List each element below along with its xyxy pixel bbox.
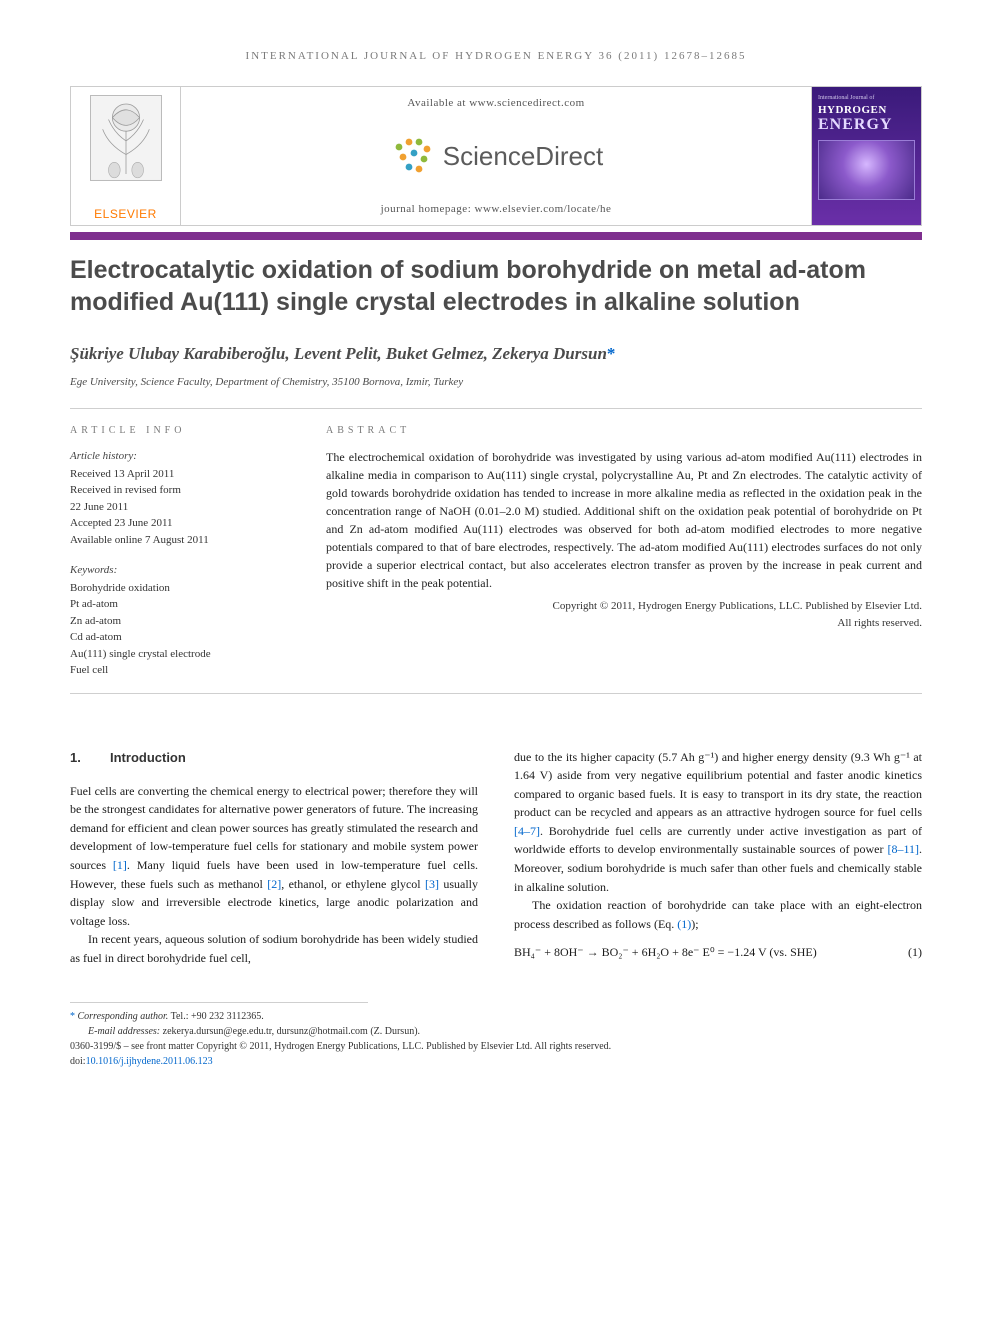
citation-link[interactable]: [4–7]	[514, 824, 540, 838]
article-info-label: ARTICLE INFO	[70, 423, 290, 438]
article-info-column: ARTICLE INFO Article history: Received 1…	[70, 423, 290, 679]
divider	[70, 408, 922, 409]
keyword: Zn ad-atom	[70, 613, 290, 630]
keywords-label: Keywords:	[70, 562, 290, 579]
body-left-column: 1.Introduction Fuel cells are converting…	[70, 748, 478, 968]
corresponding-author-label: Corresponding author.	[78, 1011, 169, 1022]
keyword: Cd ad-atom	[70, 629, 290, 646]
divider	[70, 693, 922, 694]
running-header: INTERNATIONAL JOURNAL OF HYDROGEN ENERGY…	[70, 50, 922, 62]
text-run: due to the its higher capacity (5.7 Ah g…	[514, 750, 922, 820]
text-run: . Borohydride fuel cells are currently u…	[514, 824, 922, 857]
copyright-line-1: Copyright © 2011, Hydrogen Energy Public…	[553, 600, 923, 612]
body-columns: 1.Introduction Fuel cells are converting…	[70, 748, 922, 968]
corresponding-star: *	[607, 344, 616, 363]
section-heading: 1.Introduction	[70, 748, 478, 768]
section-number: 1.	[70, 748, 110, 768]
abstract-text: The electrochemical oxidation of borohyd…	[326, 448, 922, 592]
author-list: Şükriye Ulubay Karabiberoğlu, Levent Pel…	[70, 344, 922, 364]
cover-image	[818, 140, 915, 200]
history-line: Accepted 23 June 2011	[70, 515, 290, 532]
paragraph: Fuel cells are converting the chemical e…	[70, 782, 478, 931]
cover-title-1: HYDROGEN	[818, 104, 915, 116]
paragraph: due to the its higher capacity (5.7 Ah g…	[514, 748, 922, 897]
history-line: 22 June 2011	[70, 499, 290, 516]
text-run: The oxidation reaction of borohydride ca…	[514, 898, 922, 931]
authors-text: Şükriye Ulubay Karabiberoğlu, Levent Pel…	[70, 344, 607, 363]
journal-cover: International Journal of HYDROGEN ENERGY	[811, 87, 921, 225]
corr-tel: Tel.: +90 232 3112365.	[168, 1011, 264, 1022]
sciencedirect-logo: ScienceDirect	[389, 133, 603, 179]
issn-line: 0360-3199/$ – see front matter Copyright…	[70, 1039, 922, 1054]
doi-link[interactable]: 10.1016/j.ijhydene.2011.06.123	[86, 1056, 213, 1067]
affiliation: Ege University, Science Faculty, Departm…	[70, 376, 922, 388]
availability-line: Available at www.sciencedirect.com	[407, 97, 584, 109]
elsevier-tree-icon	[90, 95, 162, 181]
paragraph: The oxidation reaction of borohydride ca…	[514, 896, 922, 933]
title-rule	[70, 232, 922, 240]
journal-homepage-line: journal homepage: www.elsevier.com/locat…	[381, 203, 612, 215]
citation-link[interactable]: [8–11]	[887, 842, 919, 856]
section-title: Introduction	[110, 750, 186, 765]
history-line: Received 13 April 2011	[70, 466, 290, 483]
footnotes-full: E-mail addresses: zekerya.dursun@ege.edu…	[70, 1024, 922, 1069]
keyword: Au(111) single crystal electrode	[70, 646, 290, 663]
cover-footer	[818, 204, 915, 209]
keyword: Pt ad-atom	[70, 596, 290, 613]
footnotes: * Corresponding author. Tel.: +90 232 31…	[70, 1002, 368, 1024]
abstract-label: ABSTRACT	[326, 423, 922, 438]
email-tail: (Z. Dursun).	[368, 1026, 420, 1037]
corr-star-footnote: *	[70, 1011, 75, 1022]
text-run: );	[691, 917, 698, 931]
email-link[interactable]: dursunz@hotmail.com	[277, 1026, 368, 1037]
email-label: E-mail addresses:	[88, 1026, 163, 1037]
keyword: Borohydride oxidation	[70, 580, 290, 597]
abstract-column: ABSTRACT The electrochemical oxidation o…	[326, 423, 922, 679]
cover-small-text: International Journal of	[818, 95, 915, 102]
equation: BH₄⁻ + 8OH⁻ → BO₂⁻ + 6H₂O + 8e⁻ E⁰ = −1.…	[514, 943, 817, 962]
citation-link[interactable]: [3]	[425, 877, 439, 891]
sciencedirect-icon	[389, 133, 435, 179]
history-line: Available online 7 August 2011	[70, 532, 290, 549]
paragraph: In recent years, aqueous solution of sod…	[70, 930, 478, 967]
cover-title-2: ENERGY	[818, 116, 915, 134]
article-title: Electrocatalytic oxidation of sodium bor…	[70, 254, 922, 318]
history-line: Received in revised form	[70, 482, 290, 499]
equation-number: (1)	[908, 943, 922, 962]
masthead-center: Available at www.sciencedirect.com Scien…	[181, 87, 811, 225]
keyword: Fuel cell	[70, 662, 290, 679]
sciencedirect-text: ScienceDirect	[443, 141, 603, 172]
text-run: , ethanol, or ethylene glycol	[281, 877, 425, 891]
copyright-line-2: All rights reserved.	[837, 617, 922, 629]
email-link[interactable]: zekerya.dursun@ege.edu.tr	[163, 1026, 272, 1037]
journal-masthead: ELSEVIER Available at www.sciencedirect.…	[70, 86, 922, 226]
elsevier-wordmark: ELSEVIER	[94, 207, 157, 221]
body-right-column: due to the its higher capacity (5.7 Ah g…	[514, 748, 922, 968]
doi-label: doi:	[70, 1056, 86, 1067]
equation-line: BH₄⁻ + 8OH⁻ → BO₂⁻ + 6H₂O + 8e⁻ E⁰ = −1.…	[514, 943, 922, 962]
article-history-label: Article history:	[70, 448, 290, 465]
equation-ref[interactable]: (1)	[677, 917, 691, 931]
publisher-block: ELSEVIER	[71, 87, 181, 225]
citation-link[interactable]: [1]	[113, 858, 127, 872]
citation-link[interactable]: [2]	[267, 877, 281, 891]
